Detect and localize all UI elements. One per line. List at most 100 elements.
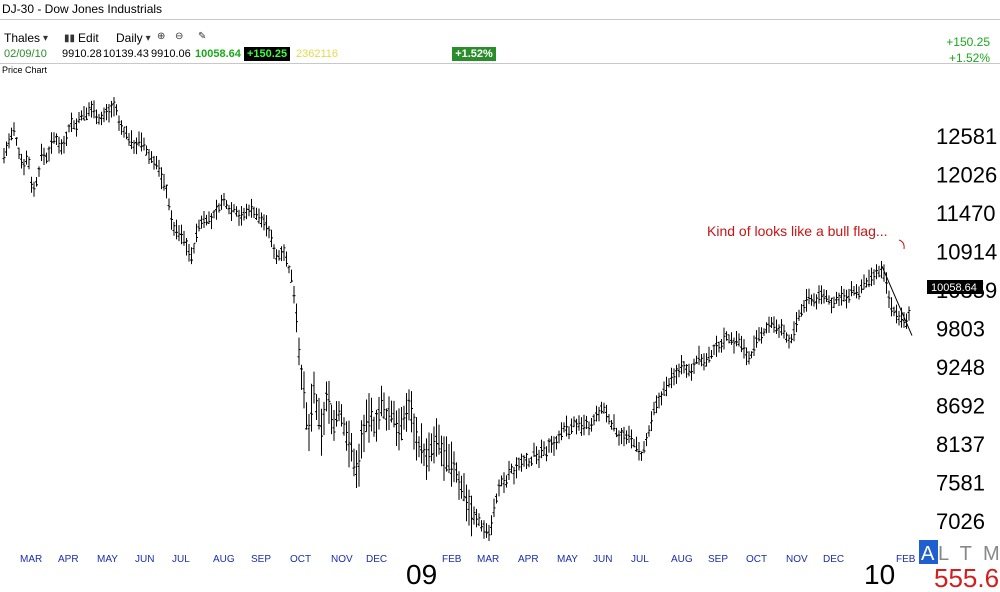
ohlc-bar <box>607 414 611 425</box>
ohlc-bar <box>7 133 11 149</box>
ohlc-bar <box>185 238 188 256</box>
user-dropdown[interactable]: Thales ▾ <box>4 31 48 45</box>
ohlc-bar <box>812 293 816 307</box>
ohlc-bar <box>695 355 698 364</box>
ohlc-bar <box>400 407 403 441</box>
ohlc-bar <box>742 339 746 359</box>
ohlc-bar <box>562 422 566 433</box>
ohlc-bar <box>570 418 573 435</box>
y-tick-label: 10914 <box>936 239 997 264</box>
chart-area[interactable] <box>0 63 1000 592</box>
ohlc-bar <box>905 313 908 329</box>
ohlc-bar <box>890 297 893 317</box>
chevron-down-icon: ▾ <box>43 32 49 44</box>
ohlc-bar <box>772 316 776 333</box>
ohlc-bar <box>670 367 673 389</box>
ohlc-bar <box>750 351 753 359</box>
month-label: AUG <box>213 554 235 565</box>
ohlc-bar <box>187 243 191 262</box>
y-tick-label: 7026 <box>936 509 985 534</box>
ohlc-bar <box>762 328 766 336</box>
ohlc-bar <box>652 401 656 416</box>
ohlc-bar <box>77 111 81 124</box>
ohlc-bar <box>732 337 736 354</box>
ohlc-bar <box>300 364 303 390</box>
right-pct-change: +1.52% <box>948 51 990 65</box>
ohlc-bar <box>100 111 103 126</box>
interval-label: Daily <box>116 31 143 45</box>
ohlc-bar <box>757 327 761 342</box>
interval-dropdown[interactable]: Daily ▾ <box>116 31 151 45</box>
ohlc-bar <box>602 402 606 414</box>
ohlc-bar <box>87 102 91 117</box>
ohlc-bar <box>725 331 728 341</box>
ohlc-bar <box>487 524 491 541</box>
ohlc-bar <box>65 131 68 146</box>
quote-pct-change: +1.52% <box>452 47 496 61</box>
ohlc-bar <box>345 421 348 451</box>
ohlc-bar <box>522 455 526 467</box>
ohlc-bar <box>337 401 341 422</box>
ohlc-bar <box>872 269 876 285</box>
price-tag: 10058.64 <box>931 282 977 294</box>
ohlc-bar <box>837 292 841 306</box>
ohlc-bar <box>325 381 328 412</box>
month-label: NOV <box>331 554 353 565</box>
ohlc-bar <box>782 324 786 339</box>
ohlc-bar <box>690 363 693 381</box>
corner-value: 555.6 <box>934 563 999 591</box>
ohlc-bar <box>830 297 833 314</box>
ohlc-bar <box>307 413 311 452</box>
ohlc-bar <box>107 103 111 123</box>
ohlc-bar <box>715 335 718 357</box>
ohlc-bar <box>420 423 423 464</box>
ohlc-bar <box>847 288 851 303</box>
ohlc-bar <box>515 457 518 479</box>
toolbar: Thales ▾ ▮▮ Edit Daily ▾ ⊕ ⊖ ✎ <box>0 31 1000 47</box>
ohlc-bar <box>250 198 253 218</box>
zoom-in-button[interactable]: ⊕ <box>157 31 165 42</box>
ohlc-bar <box>735 330 738 347</box>
ohlc-bar <box>442 436 446 481</box>
ohlc-bar <box>150 151 153 164</box>
ohlc-bar <box>877 265 881 278</box>
month-label: FEB <box>896 554 916 565</box>
ohlc-bar <box>897 310 901 326</box>
ohlc-bar <box>845 289 848 309</box>
quote-high: 10139.43 <box>103 48 149 60</box>
ohlc-bar <box>402 405 406 430</box>
ohlc-bar <box>335 401 338 427</box>
edit-button[interactable]: ▮▮ Edit <box>64 31 99 45</box>
ohlc-bar <box>825 290 828 302</box>
ohlc-bar <box>247 204 251 217</box>
ohlc-bar <box>625 430 628 445</box>
ohlc-bar <box>152 155 156 170</box>
ohlc-bar <box>610 420 613 430</box>
chevron-down-icon: ▾ <box>145 32 151 44</box>
pencil-icon: ✎ <box>198 31 207 42</box>
ohlc-bar <box>285 251 288 267</box>
ohlc-bar <box>817 285 821 304</box>
ohlc-bar <box>25 150 28 165</box>
ohlc-bar <box>122 126 126 138</box>
ohlc-bar <box>252 206 256 218</box>
ohlc-bar <box>200 215 203 229</box>
zoom-out-button[interactable]: ⊖ <box>175 31 183 42</box>
ohlc-bar <box>272 244 276 259</box>
month-label: MAR <box>477 554 499 565</box>
ohlc-bar <box>712 344 716 356</box>
ohlc-bar <box>785 332 788 343</box>
ohlc-bar <box>855 284 858 299</box>
ohlc-bar <box>460 475 463 499</box>
ohlc-bar <box>37 166 41 177</box>
month-label: SEP <box>708 554 728 565</box>
ohlc-bar <box>777 324 781 338</box>
ohlc-bar <box>822 289 826 304</box>
ohlc-bar <box>222 193 226 206</box>
ohlc-bar <box>405 392 408 432</box>
draw-tool-button[interactable]: ✎ <box>198 31 206 42</box>
ohlc-bar <box>600 401 603 414</box>
ohlc-bar <box>627 425 631 443</box>
ohlc-bar <box>382 392 386 420</box>
